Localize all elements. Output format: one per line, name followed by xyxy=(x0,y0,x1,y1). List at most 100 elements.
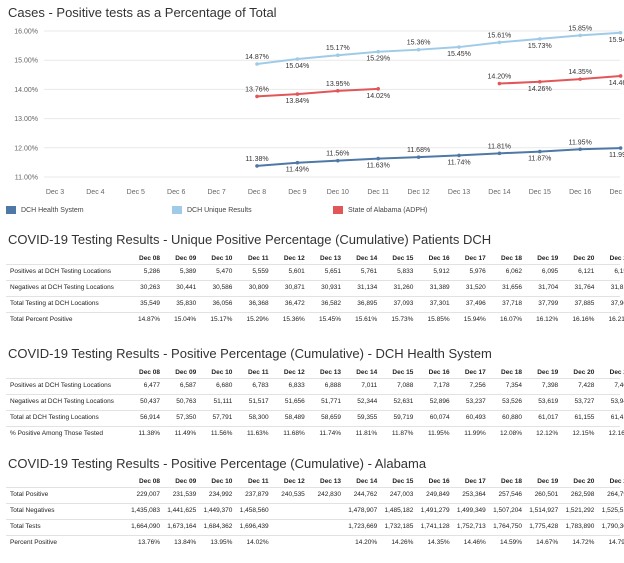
table-row: Total Testing at DCH Locations 35,549 35,8… xyxy=(6,297,624,311)
data-point-state-of-alabama-adph[interactable] xyxy=(295,92,300,96)
table-cell: 30,871 xyxy=(284,284,305,291)
row-label: Total Positive xyxy=(10,491,49,498)
data-point-dch-unique-results[interactable] xyxy=(618,30,623,35)
data-point-state-of-alabama-adph[interactable] xyxy=(618,74,623,78)
table-cell: 6,783 xyxy=(252,382,269,389)
column-header: Dec 21 xyxy=(609,255,624,262)
row-divider xyxy=(6,394,620,395)
data-point-state-of-alabama-adph[interactable] xyxy=(336,89,340,93)
table-cell: 30,263 xyxy=(140,284,160,291)
table-cell: 31,704 xyxy=(538,284,559,291)
x-tick-label: Dec 4 xyxy=(86,189,104,196)
table-cell: 61,412 xyxy=(610,414,624,421)
data-point-dch-unique-results[interactable] xyxy=(255,62,259,66)
table-cell: 240,535 xyxy=(281,491,305,498)
column-header: Dec 17 xyxy=(464,478,486,485)
table-cell: 13.76% xyxy=(137,539,160,546)
legend-item-dch-health-system[interactable]: DCH Health System xyxy=(6,206,84,214)
table-cell: 58,489 xyxy=(284,414,305,421)
table-cell: 61,155 xyxy=(574,414,595,421)
table-cell: 5,286 xyxy=(143,268,160,275)
y-tick-label: 11.00% xyxy=(15,175,38,182)
table-cell: 1,485,182 xyxy=(384,507,414,514)
data-label-dch-unique-results: 15.61% xyxy=(488,32,512,39)
data-point-dch-health-system[interactable] xyxy=(578,147,582,152)
legend-item-state-of-alabama[interactable]: State of Alabama (ADPH) xyxy=(333,206,427,214)
data-point-dch-unique-results[interactable] xyxy=(336,53,340,58)
data-point-dch-health-system[interactable] xyxy=(457,153,461,158)
table-cell: 1,478,907 xyxy=(348,507,378,514)
column-header: Dec 13 xyxy=(320,255,341,262)
table-cell: 12.16% xyxy=(608,430,624,437)
table-unique-dch: Dec 08 Dec 09 Dec 10 Dec 11 Dec 12 Dec 13 Dec … xyxy=(6,252,624,332)
series-line-dch-health-system xyxy=(256,147,621,167)
data-point-dch-health-system[interactable] xyxy=(538,149,542,154)
data-label-state-of-alabama-adph: 14.20% xyxy=(488,74,512,81)
table-cell: 14.26% xyxy=(391,539,414,546)
legend-label: DCH Unique Results xyxy=(187,206,252,214)
data-point-dch-health-system[interactable] xyxy=(255,164,259,168)
table-cell: 30,931 xyxy=(321,284,341,291)
table-cell: 53,945 xyxy=(610,398,624,405)
table-row: Total Percent Positive 14.87% 15.04% 15.17%… xyxy=(6,313,624,327)
data-point-dch-unique-results[interactable] xyxy=(416,47,421,52)
data-point-state-of-alabama-adph[interactable] xyxy=(255,94,259,99)
column-header: Dec 21 xyxy=(609,478,624,485)
row-divider xyxy=(6,280,620,281)
column-header: Dec 19 xyxy=(537,478,559,485)
data-label-dch-health-system: 11.99% xyxy=(609,152,624,159)
table-cell: 14.67% xyxy=(536,539,559,546)
data-label-state-of-alabama-adph: 13.95% xyxy=(326,81,350,88)
table-cell: 53,526 xyxy=(502,398,522,405)
x-tick-label: Dec 10 xyxy=(327,189,349,196)
x-tick-label: Dec 15 xyxy=(529,189,551,196)
table-row: % Positive Among Those Tested 11.38% 11.49… xyxy=(6,427,624,441)
row-label: Positives at DCH Testing Locations xyxy=(10,268,112,275)
data-point-dch-health-system[interactable] xyxy=(336,158,340,163)
data-point-dch-health-system[interactable] xyxy=(295,160,300,165)
table-cell: 11.56% xyxy=(210,430,233,437)
column-header: Dec 10 xyxy=(211,255,233,262)
data-point-dch-health-system[interactable] xyxy=(416,155,421,159)
table-cell: 229,007 xyxy=(136,491,161,498)
table-cell: 57,791 xyxy=(212,414,233,421)
data-point-state-of-alabama-adph[interactable] xyxy=(497,81,502,86)
data-point-dch-unique-results[interactable] xyxy=(538,37,542,41)
table-cell: 31,134 xyxy=(357,284,378,291)
legend-swatch xyxy=(6,206,16,214)
table-cell: 249,849 xyxy=(426,491,450,498)
x-tick-label: Dec 17 xyxy=(610,189,624,196)
table-cell: 231,539 xyxy=(172,491,197,498)
data-point-state-of-alabama-adph[interactable] xyxy=(376,87,381,91)
data-point-dch-health-system[interactable] xyxy=(497,151,502,156)
data-point-dch-unique-results[interactable] xyxy=(578,33,582,38)
table-cell: 31,656 xyxy=(502,284,522,291)
table-cell: 12.08% xyxy=(499,430,522,437)
column-header: Dec 18 xyxy=(501,478,522,485)
column-header: Dec 15 xyxy=(392,369,414,376)
data-point-dch-unique-results[interactable] xyxy=(376,49,381,54)
table-cell: 59,355 xyxy=(357,414,378,421)
y-tick-label: 14.00% xyxy=(14,87,38,94)
table-cell: 51,111 xyxy=(213,398,233,405)
data-point-dch-health-system[interactable] xyxy=(376,156,381,161)
table-cell: 5,559 xyxy=(252,268,269,275)
column-header: Dec 20 xyxy=(573,255,595,262)
table-cell: 14.72% xyxy=(572,539,595,546)
legend-item-dch-unique-results[interactable]: DCH Unique Results xyxy=(172,206,252,214)
data-point-dch-unique-results[interactable] xyxy=(295,57,300,61)
data-point-state-of-alabama-adph[interactable] xyxy=(578,77,582,81)
data-label-dch-health-system: 11.87% xyxy=(528,156,551,163)
x-tick-label: Dec 11 xyxy=(367,189,389,196)
column-header: Dec 20 xyxy=(573,369,595,376)
table-header-row: Dec 08 Dec 09 Dec 10 Dec 11 Dec 12 Dec 13 Dec … xyxy=(6,252,624,266)
data-point-dch-unique-results[interactable] xyxy=(457,45,461,49)
table-cell: 1,790,301 xyxy=(601,523,624,530)
table-cell: 58,300 xyxy=(248,414,269,421)
data-point-dch-unique-results[interactable] xyxy=(497,40,502,45)
legend-swatch xyxy=(172,206,182,214)
data-point-state-of-alabama-adph[interactable] xyxy=(538,80,542,84)
data-point-dch-health-system[interactable] xyxy=(618,146,623,150)
row-label: Negatives at DCH Testing Locations xyxy=(10,284,114,291)
table-header-row: Dec 08 Dec 09 Dec 10 Dec 11 Dec 12 Dec 13 Dec … xyxy=(6,475,624,489)
